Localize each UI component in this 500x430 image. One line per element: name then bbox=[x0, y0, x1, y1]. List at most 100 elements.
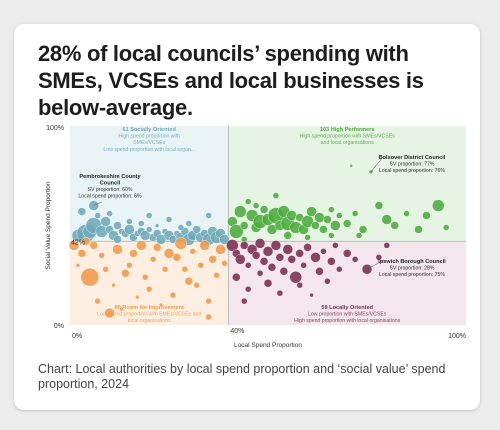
data-point-high-performers bbox=[336, 212, 343, 219]
data-point-locally-oriented bbox=[315, 267, 324, 276]
data-point-room-for-improvement bbox=[112, 244, 123, 255]
data-point-locally-oriented bbox=[296, 282, 303, 289]
data-point-locally-oriented bbox=[351, 256, 359, 263]
data-point-room-for-improvement bbox=[205, 313, 212, 321]
data-point-high-performers bbox=[311, 221, 320, 230]
data-point-high-performers bbox=[283, 231, 292, 240]
page-title: 28% of local councils’ spending with SME… bbox=[38, 41, 424, 120]
annotation-name: Pembrokeshire County bbox=[79, 174, 141, 180]
data-point-high-performers bbox=[422, 211, 431, 220]
data-point-socially-oriented bbox=[106, 210, 113, 217]
data-point-locally-oriented bbox=[267, 263, 277, 272]
data-point-socially-oriented bbox=[138, 220, 145, 227]
data-point-room-for-improvement bbox=[199, 240, 210, 251]
data-point-high-performers bbox=[234, 205, 247, 218]
data-point-room-for-improvement bbox=[189, 248, 196, 255]
data-point-room-for-improvement bbox=[129, 249, 138, 258]
y-threshold-label: 42% bbox=[71, 239, 85, 246]
data-point-locally-oriented bbox=[336, 266, 343, 273]
quadrant-description: High spend proportion with local organis… bbox=[294, 318, 401, 324]
quadrant-count-label: 103 High Performers bbox=[320, 127, 375, 133]
data-point-high-performers bbox=[443, 224, 450, 231]
x-axis-title: Local Spend Proportion bbox=[234, 342, 302, 349]
data-point-room-for-improvement bbox=[119, 306, 124, 312]
annotation-leader-line bbox=[366, 259, 385, 270]
data-point-locally-oriented bbox=[320, 248, 327, 255]
data-point-high-performers bbox=[272, 192, 280, 199]
data-point-socially-oriented bbox=[124, 224, 135, 235]
annotation-name: Ipswich Borough Council bbox=[378, 259, 446, 265]
data-point-room-for-improvement bbox=[104, 307, 115, 319]
data-point-room-for-improvement bbox=[197, 262, 204, 269]
data-point-locally-oriented bbox=[244, 262, 252, 269]
y-axis-title: Social Value Spend Proportion bbox=[45, 181, 52, 269]
quadrant-description: and local organisations bbox=[321, 140, 374, 146]
data-point-room-for-improvement bbox=[121, 269, 130, 278]
data-point-room-for-improvement bbox=[136, 240, 147, 251]
data-point-locally-oriented bbox=[262, 246, 274, 257]
data-point-socially-oriented bbox=[113, 235, 122, 244]
data-point-locally-oriented bbox=[244, 285, 252, 293]
data-point-high-performers bbox=[343, 219, 352, 228]
data-point-locally-oriented bbox=[327, 257, 336, 266]
data-point-locally-oriented bbox=[343, 249, 352, 258]
data-point-locally-oriented bbox=[282, 244, 293, 255]
data-point-locally-oriented bbox=[259, 257, 269, 266]
data-point-room-for-improvement bbox=[152, 243, 162, 252]
x-tick-label: 100% bbox=[448, 333, 466, 340]
data-point-high-performers bbox=[306, 206, 317, 217]
data-point-high-performers bbox=[330, 220, 341, 231]
data-point-room-for-improvement bbox=[80, 268, 100, 287]
annotation-metric: Local spend proportion: 75% bbox=[379, 272, 445, 278]
data-point-high-performers bbox=[244, 198, 252, 205]
data-point-locally-oriented bbox=[251, 251, 261, 260]
data-point-room-for-improvement bbox=[102, 266, 109, 273]
data-point-socially-oriented bbox=[145, 212, 153, 219]
data-point-room-for-improvement bbox=[126, 262, 133, 269]
annotation-leader-line bbox=[370, 155, 385, 172]
data-point-room-for-improvement bbox=[169, 291, 177, 299]
data-point-socially-oriented bbox=[95, 225, 108, 238]
data-point-room-for-improvement bbox=[68, 240, 80, 251]
quadrant-description: Low proportion with SMEs/VCSEs bbox=[308, 312, 387, 318]
data-point-high-performers bbox=[259, 205, 269, 214]
quadrant-description: Low spend proportion with SMEs/VCSEs and bbox=[97, 312, 201, 318]
data-point-room-for-improvement bbox=[163, 248, 175, 259]
quadrant-description: High spend proportion with bbox=[118, 134, 180, 140]
data-point-socially-oriented bbox=[185, 220, 193, 227]
data-point-socially-oriented bbox=[165, 216, 173, 223]
data-point-high-performers bbox=[252, 202, 260, 209]
data-point-socially-oriented bbox=[177, 224, 185, 231]
data-point-locally-oriented bbox=[254, 238, 266, 249]
data-point-locally-oriented bbox=[289, 271, 302, 284]
data-point-high-performers bbox=[328, 206, 335, 213]
data-point-high-performers bbox=[381, 214, 392, 225]
quadrant-description: SMEs/VCSEs bbox=[133, 140, 165, 146]
data-point-socially-oriented bbox=[192, 225, 201, 234]
data-point-high-performers bbox=[414, 225, 423, 234]
data-point-room-for-improvement bbox=[94, 297, 101, 305]
data-point-high-performers bbox=[390, 221, 399, 230]
data-point-locally-oriented bbox=[240, 241, 249, 250]
annotation-metric: Local spend proportion: 76% bbox=[379, 168, 445, 174]
annotation-metric: SV proportion: 28% bbox=[390, 266, 435, 272]
data-point-locally-oriented bbox=[276, 289, 284, 297]
x-threshold-label: 40% bbox=[230, 328, 244, 335]
data-point-locally-oriented bbox=[275, 253, 285, 262]
data-point-room-for-improvement bbox=[172, 253, 182, 262]
data-point-room-for-improvement bbox=[213, 272, 220, 279]
data-point-high-performers bbox=[229, 224, 244, 239]
data-point-locally-oriented bbox=[263, 279, 273, 288]
y-tick-label: 100% bbox=[46, 125, 64, 132]
data-point-socially-oriented bbox=[219, 234, 230, 245]
y-tick-label: 0% bbox=[54, 323, 64, 330]
data-point-locally-oriented bbox=[300, 262, 307, 269]
data-point-socially-oriented bbox=[205, 212, 212, 219]
quadrant-description: High spend proportion with SMEs/VCSEs bbox=[300, 134, 396, 140]
data-point-locally-oriented bbox=[295, 249, 304, 258]
data-point-room-for-improvement bbox=[89, 241, 98, 250]
x-tick-label: 0% bbox=[72, 333, 82, 340]
data-point-high-performers bbox=[374, 201, 384, 210]
data-point-room-for-improvement bbox=[111, 283, 116, 288]
